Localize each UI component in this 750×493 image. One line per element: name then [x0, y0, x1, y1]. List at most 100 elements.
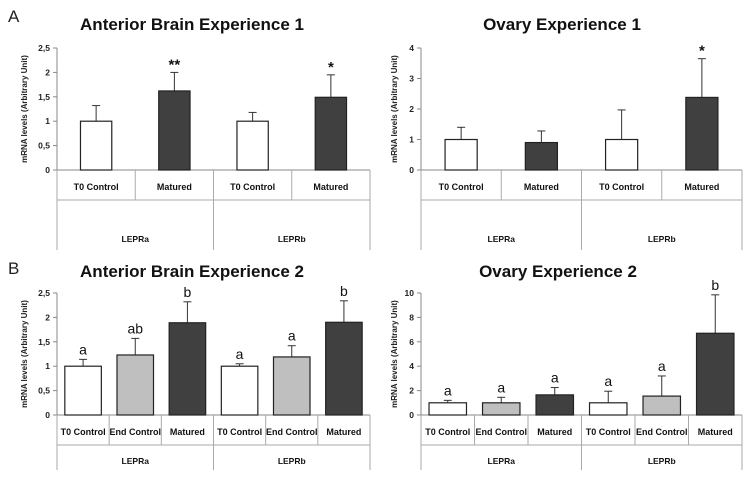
y-tick-label: 0,5: [38, 386, 50, 396]
y-tick-label: 1: [409, 135, 414, 145]
bar: [236, 120, 269, 171]
significance-label: a: [288, 328, 296, 344]
category-label: T0 Control: [230, 182, 275, 192]
bar: [116, 354, 155, 416]
category-label: Matured: [537, 427, 572, 437]
group-label: LEPRa: [122, 456, 150, 466]
y-tick-label: 2: [45, 312, 50, 322]
bar: [604, 138, 639, 171]
y-tick-label: 1,5: [38, 337, 50, 347]
category-label: T0 Control: [74, 182, 119, 192]
category-label: End Control: [266, 427, 318, 437]
significance-label: *: [328, 59, 334, 76]
y-tick-label: 2,5: [38, 43, 50, 53]
chart-title: Ovary Experience 2: [479, 262, 637, 281]
y-tick-label: 0: [45, 165, 50, 175]
bar: [524, 141, 559, 171]
chart-title: Ovary Experience 1: [483, 15, 641, 34]
bar: [695, 332, 735, 416]
significance-label: a: [444, 382, 452, 398]
category-label: End Control: [476, 427, 528, 437]
significance-label: a: [236, 346, 244, 362]
significance-label: a: [658, 358, 666, 374]
bar: [168, 322, 207, 416]
y-tick-label: 10: [405, 288, 415, 298]
significance-label: b: [184, 284, 192, 300]
bar: [220, 365, 259, 416]
category-label: Matured: [684, 182, 719, 192]
bar: [158, 90, 191, 171]
significance-label: a: [497, 379, 505, 395]
group-label: LEPRb: [278, 456, 306, 466]
chart-title: Anterior Brain Experience 2: [80, 262, 304, 281]
y-tick-label: 1: [45, 361, 50, 371]
bar: [314, 96, 348, 171]
category-label: T0 Control: [599, 182, 644, 192]
category-label: Matured: [313, 182, 348, 192]
y-tick-label: 8: [409, 312, 414, 322]
category-label: Matured: [698, 427, 733, 437]
y-axis-label: mRNA levels (Arbitrary Unit): [390, 55, 399, 163]
y-tick-label: 1: [45, 116, 50, 126]
category-label: Matured: [524, 182, 559, 192]
significance-label: a: [551, 370, 559, 386]
y-tick-label: 4: [409, 43, 414, 53]
y-tick-label: 1,5: [38, 92, 50, 102]
y-tick-label: 2: [409, 386, 414, 396]
bar: [642, 395, 682, 416]
bar: [79, 120, 113, 171]
chart-anterior-brain-exp1: Anterior Brain Experience 1 0 0,5 1 1,5 2 2,5…: [20, 15, 371, 250]
bar: [588, 402, 628, 416]
category-label: T0 Control: [586, 427, 631, 437]
group-label: LEPRa: [488, 456, 516, 466]
category-label: Matured: [326, 427, 361, 437]
significance-label: *: [699, 43, 705, 60]
category-label: Matured: [157, 182, 192, 192]
chart-ovary-exp2: Ovary Experience 2 0 2 4 6 8 10 mRNA levels (A…: [390, 262, 743, 470]
y-tick-label: 2: [409, 104, 414, 114]
group-label: LEPRb: [648, 456, 676, 466]
y-tick-label: 0: [409, 410, 414, 420]
bar: [444, 138, 478, 171]
bar: [481, 402, 521, 416]
significance-label: a: [79, 341, 87, 357]
category-label: T0 Control: [439, 182, 484, 192]
y-tick-label: 3: [409, 74, 414, 84]
bar: [685, 96, 719, 171]
y-axis-label: mRNA levels (Arbitrary Unit): [20, 300, 29, 408]
bar: [64, 365, 102, 416]
category-label: T0 Control: [217, 427, 262, 437]
group-label: LEPRb: [278, 234, 306, 244]
significance-label: ab: [127, 320, 143, 336]
y-tick-label: 0,5: [38, 141, 50, 151]
panel-label-a: A: [8, 7, 20, 26]
y-axis-label: mRNA levels (Arbitrary Unit): [390, 300, 399, 408]
y-tick-label: 2,5: [38, 288, 50, 298]
group-label: LEPRa: [122, 234, 150, 244]
group-label: LEPRa: [488, 234, 516, 244]
significance-label: b: [340, 283, 348, 299]
group-label: LEPRb: [648, 234, 676, 244]
y-tick-label: 2: [45, 67, 50, 77]
panel-label-b: B: [8, 259, 19, 278]
bar: [325, 321, 363, 416]
category-label: T0 Control: [61, 427, 106, 437]
bar: [272, 356, 311, 416]
chart-title: Anterior Brain Experience 1: [80, 15, 304, 34]
y-tick-label: 0: [409, 165, 414, 175]
category-label: Matured: [170, 427, 205, 437]
bar: [535, 394, 575, 416]
y-tick-label: 0: [45, 410, 50, 420]
y-tick-label: 6: [409, 337, 414, 347]
category-label: End Control: [636, 427, 688, 437]
significance-label: **: [169, 56, 181, 73]
category-label: End Control: [110, 427, 162, 437]
chart-ovary-exp1: Ovary Experience 1 0 1 2 3 4 mRNA levels (Arb…: [390, 15, 743, 250]
y-tick-label: 4: [409, 361, 414, 371]
bar: [428, 402, 468, 416]
category-label: T0 Control: [425, 427, 470, 437]
chart-anterior-brain-exp2: Anterior Brain Experience 2 0 0,5 1 1,5 2 2,5…: [20, 262, 371, 470]
y-axis-label: mRNA levels (Arbitrary Unit): [20, 55, 29, 163]
significance-label: b: [711, 277, 719, 293]
